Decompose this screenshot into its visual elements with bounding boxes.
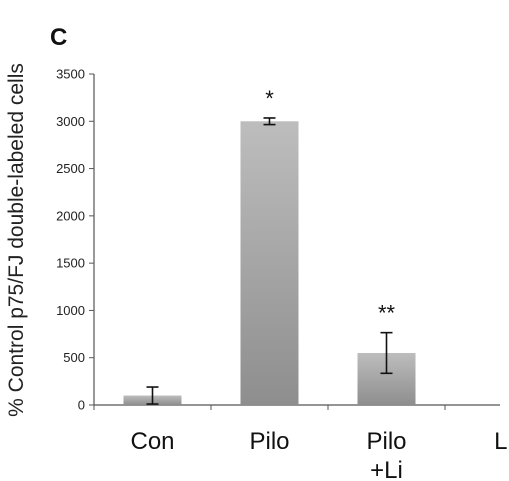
y-tick-label: 3500 [56,67,85,82]
significance-marker: ** [378,301,396,326]
x-tick-label-line2: +Li [370,457,403,481]
y-tick-label: 3000 [56,114,85,129]
x-tick-label: Li [494,428,509,455]
x-tick-label: Pilo [249,428,289,455]
y-tick-label: 2500 [56,161,85,176]
y-tick-label: 0 [78,398,85,413]
x-tick-label: Con [130,428,174,455]
x-tick-label: Pilo [366,428,406,455]
y-tick-label: 2000 [56,208,85,223]
significance-marker: * [265,86,274,111]
y-axis-label: % Control p75/FJ double-labeled cells [5,63,28,417]
y-tick-label: 500 [63,350,85,365]
bar [240,121,299,406]
panel-label: C [50,24,68,51]
y-tick-label: 1000 [56,303,85,318]
y-tick-label: 1500 [56,256,85,271]
